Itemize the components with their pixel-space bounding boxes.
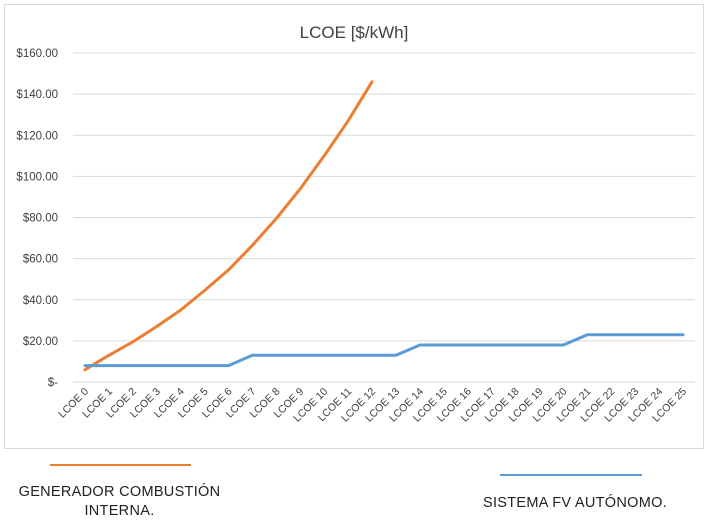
series-line-combustion <box>83 80 374 372</box>
legend-label-fv: SISTEMA FV AUTÓNOMO. <box>482 495 668 511</box>
lcoe-line-chart: LCOE [$/kWh] $-$20.00$40.00$60.00$80.00$… <box>16 23 695 425</box>
legend-swatch-fv <box>500 474 642 476</box>
y-tick-label: $100.00 <box>16 171 58 183</box>
series-lines <box>83 80 685 372</box>
chart-title: LCOE [$/kWh] <box>300 23 409 42</box>
legend-swatch-combustion <box>50 464 191 466</box>
series-line-fv <box>83 333 685 368</box>
y-tick-label: $120.00 <box>16 130 58 142</box>
y-tick-label: $80.00 <box>23 213 58 225</box>
y-tick-label: $160.00 <box>16 48 58 60</box>
y-axis-tick-labels: $- $20.00 $40.00 $60.00 $80.00 $100.00 $120.00… <box>16 48 58 389</box>
y-tick-label: $20.00 <box>23 336 58 348</box>
legend-label-combustion-line1: GENERADOR COMBUSTIÓN <box>18 484 221 500</box>
y-tick-label: $40.00 <box>23 295 58 307</box>
gridlines <box>73 52 695 383</box>
y-tick-label: $60.00 <box>23 254 58 266</box>
legend-label-combustion: GENERADOR COMBUSTIÓN INTERNA. <box>2 483 237 521</box>
chart-area: LCOE [$/kWh] $- $20.00 $40.00 $60.00 $80.00 $… <box>4 4 704 449</box>
y-tick-label: $140.00 <box>16 89 58 101</box>
legend-label-combustion-line2: INTERNA. <box>84 503 155 519</box>
y-tick-label: $- <box>48 377 58 389</box>
